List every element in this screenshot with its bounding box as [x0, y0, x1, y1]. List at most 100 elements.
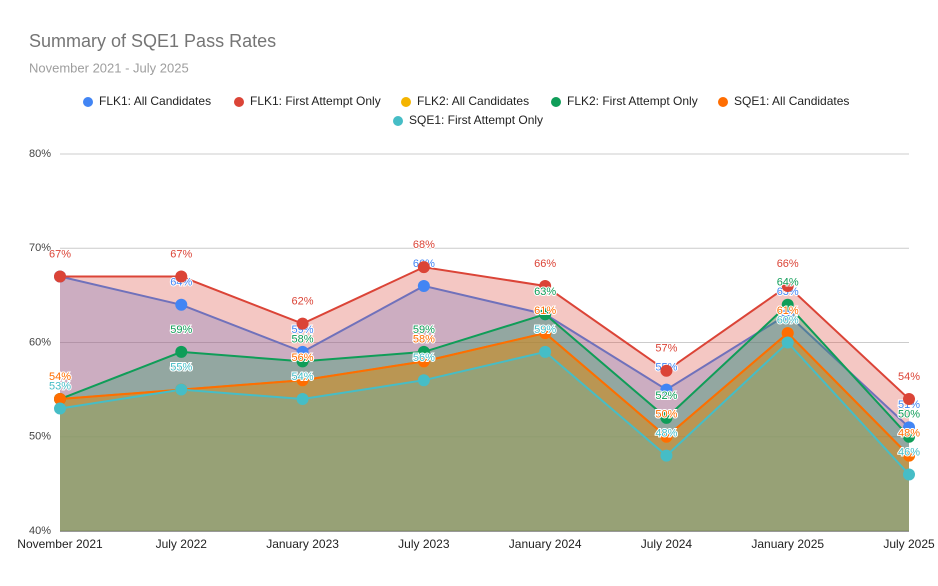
point	[175, 345, 188, 358]
point	[417, 279, 430, 292]
legend-label: FLK2: First Attempt Only	[567, 94, 698, 108]
data-label: 63%	[534, 286, 556, 298]
legend-marker	[401, 97, 411, 107]
point	[296, 355, 309, 368]
point	[54, 402, 66, 415]
data-label: 61%	[777, 305, 799, 317]
area	[60, 267, 909, 531]
data-label: 52%	[655, 390, 677, 402]
point	[903, 393, 915, 406]
legend-label: SQE1: First Attempt Only	[409, 113, 543, 127]
data-label: 48%	[898, 428, 920, 440]
x-tick-label: November 2021	[17, 537, 103, 551]
data-label: 54%	[49, 371, 71, 383]
point	[296, 317, 309, 330]
data-label: 54%	[292, 371, 314, 383]
point	[660, 430, 673, 443]
data-label: 48%	[655, 428, 677, 440]
chart-title: Summary of SQE1 Pass Rates	[29, 31, 276, 51]
data-label: 54%	[49, 371, 71, 383]
data-label: 55%	[170, 362, 192, 374]
point	[54, 393, 66, 406]
data-label: 58%	[413, 333, 435, 345]
y-tick-label: 60%	[29, 336, 51, 348]
point	[781, 336, 794, 349]
point	[903, 421, 915, 434]
x-tick-label: July 2025	[883, 537, 935, 551]
point	[296, 374, 309, 387]
chart-subtitle: November 2021 - July 2025	[29, 60, 189, 75]
area	[60, 304, 909, 531]
data-label: 66%	[777, 258, 799, 270]
legend-marker	[551, 97, 561, 107]
data-label: 61%	[777, 305, 799, 317]
y-tick-label: 80%	[29, 148, 51, 160]
area	[60, 342, 909, 531]
point	[175, 270, 188, 283]
point	[903, 430, 915, 443]
x-tick-label: January 2025	[751, 537, 824, 551]
data-label: 54%	[898, 371, 920, 383]
point	[781, 279, 794, 292]
point	[660, 383, 673, 396]
data-label: 53%	[49, 380, 71, 392]
point	[903, 449, 915, 462]
point	[781, 298, 794, 311]
point	[417, 261, 430, 274]
point	[296, 393, 309, 406]
point	[781, 308, 794, 321]
legend-marker	[83, 97, 93, 107]
point	[539, 345, 552, 358]
point	[539, 308, 552, 321]
data-label: 50%	[655, 409, 677, 421]
data-label: 60%	[777, 314, 799, 326]
point	[417, 355, 430, 368]
data-label: 59%	[413, 324, 435, 336]
legend-marker	[393, 116, 403, 126]
legend-label: FLK1: First Attempt Only	[250, 94, 381, 108]
point	[296, 345, 309, 358]
x-tick-label: January 2023	[266, 537, 339, 551]
data-label: 63%	[777, 286, 799, 298]
point	[660, 364, 673, 377]
legend-marker	[718, 97, 728, 107]
data-label: 61%	[534, 305, 556, 317]
data-label: 58%	[413, 333, 435, 345]
data-label: 59%	[170, 324, 192, 336]
point	[539, 327, 552, 340]
line	[59, 331, 910, 457]
legend-label: FLK2: All Candidates	[417, 94, 529, 108]
data-label: 59%	[534, 324, 556, 336]
x-tick-label: July 2022	[156, 537, 208, 551]
data-label: 67%	[49, 248, 71, 260]
data-label: 64%	[777, 277, 799, 289]
x-tick-label: January 2024	[509, 537, 582, 551]
point	[175, 383, 188, 396]
point	[175, 298, 188, 311]
legend-marker	[234, 97, 244, 107]
point	[417, 345, 430, 358]
y-tick-label: 70%	[29, 242, 51, 254]
y-tick-label: 40%	[29, 525, 51, 537]
data-label: 68%	[413, 239, 435, 251]
data-label: 55%	[170, 362, 192, 374]
data-label: 56%	[413, 352, 435, 364]
data-label: 63%	[534, 286, 556, 298]
data-label: 64%	[170, 277, 192, 289]
point	[903, 468, 915, 481]
data-label: 66%	[534, 258, 556, 270]
data-label: 58%	[292, 333, 314, 345]
line	[60, 266, 910, 400]
data-label: 59%	[292, 324, 314, 336]
data-label: 55%	[170, 362, 192, 374]
data-label: 57%	[655, 343, 677, 355]
point	[660, 449, 673, 462]
line	[59, 341, 910, 476]
data-label: 62%	[292, 296, 314, 308]
legend-label: FLK1: All Candidates	[99, 94, 211, 108]
legend-label: SQE1: All Candidates	[734, 94, 849, 108]
line	[59, 275, 910, 429]
data-label: 51%	[898, 399, 920, 411]
point	[54, 270, 66, 283]
